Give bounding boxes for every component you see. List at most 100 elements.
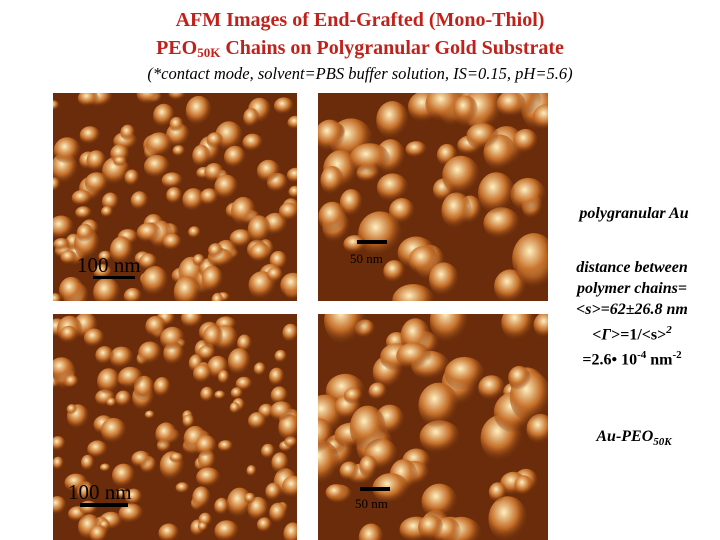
afm-grain [185, 95, 212, 126]
afm-grain [80, 454, 95, 471]
afm-grain [117, 366, 144, 389]
scale-bar-top-left [93, 276, 135, 279]
afm-grain [136, 222, 162, 243]
afm-grain [155, 422, 177, 447]
subtitle: (*contact mode, solvent=PBS buffer solut… [147, 64, 573, 83]
afm-grain [349, 143, 391, 174]
afm-grain [512, 233, 548, 285]
afm-grain [278, 202, 297, 221]
afm-grain [483, 207, 520, 240]
afm-grain [182, 188, 205, 212]
afm-grain [286, 167, 297, 184]
afm-grain [268, 367, 285, 387]
afm-grain [115, 390, 132, 408]
afm-grain [203, 325, 224, 350]
afm-grain [87, 440, 108, 459]
scale-bar-bottom-left [80, 503, 128, 507]
afm-grain [98, 250, 112, 263]
afm-grain [95, 346, 115, 365]
afm-grain [84, 172, 109, 195]
afm-grain [71, 189, 93, 207]
afm-grain [466, 123, 499, 150]
scale-bar-top-right [357, 240, 387, 244]
afm-grain [217, 370, 230, 385]
afm-grain [139, 253, 158, 271]
afm-grain [162, 233, 182, 251]
afm-grain [349, 405, 386, 451]
afm-image-bottom-left [53, 314, 297, 540]
afm-grain [66, 404, 78, 415]
afm-grain [287, 115, 297, 130]
afm-grain [53, 100, 60, 111]
afm-grain [444, 356, 485, 391]
afm-grain [273, 97, 295, 115]
afm-grain [227, 348, 251, 376]
afm-grain [428, 262, 459, 297]
afm-grain [280, 272, 297, 299]
afm-grain [97, 368, 121, 395]
afm-grain [418, 514, 444, 540]
afm-grain [214, 174, 239, 200]
afm-grain [383, 260, 406, 283]
afm-grain [318, 418, 334, 453]
afm-image-top-left [53, 93, 297, 301]
afm-grain [494, 269, 527, 301]
afm-grain [166, 187, 183, 205]
afm-grain [256, 517, 273, 533]
afm-grain [324, 314, 366, 345]
scale-label-top-left: 100 nm [77, 253, 141, 277]
afm-grain [64, 375, 79, 388]
afm-image-bottom-right [318, 314, 548, 540]
afm-grain [143, 154, 171, 179]
afm-grain [271, 452, 289, 474]
afm-grain [339, 461, 360, 481]
afm-grain [253, 362, 266, 376]
afm-grain [261, 443, 276, 459]
afm-grain [192, 144, 211, 168]
afm-grain [408, 246, 439, 275]
afm-grain [53, 137, 81, 164]
afm-grain [501, 314, 535, 341]
afm-grain [243, 108, 260, 128]
afm-grain [229, 402, 241, 414]
afm-grain [265, 482, 282, 502]
afm-grain [112, 463, 136, 488]
afm-grain [53, 215, 74, 240]
afm-grain [169, 116, 184, 133]
distance-line-2: polymer chains= [576, 280, 687, 297]
afm-grain [246, 465, 257, 477]
afm-grain [478, 375, 506, 401]
afm-grain [188, 226, 201, 239]
afm-grain [442, 155, 480, 196]
afm-grain [60, 325, 78, 343]
afm-grain [376, 173, 409, 203]
afm-grain [429, 314, 469, 344]
afm-grain [60, 250, 77, 265]
afm-grain [53, 177, 61, 192]
afm-grain [99, 463, 111, 472]
afm-grain [124, 169, 140, 187]
afm-grain [79, 126, 101, 145]
afm-grain [325, 484, 347, 502]
afm-grain [376, 101, 409, 140]
afm-grain [77, 93, 99, 107]
afm-image-top-right [318, 93, 548, 301]
afm-grain [196, 467, 221, 488]
afm-grain [358, 211, 403, 257]
afm-grain [120, 124, 136, 141]
afm-grain [510, 177, 547, 212]
afm-grain [282, 475, 297, 499]
afm-grain [343, 387, 363, 405]
afm-grain [76, 223, 94, 243]
gamma-symbol: Γ [601, 326, 612, 344]
afm-grain [53, 357, 75, 381]
afm-grain [161, 172, 183, 189]
afm-grain [392, 284, 435, 301]
afm-grain [247, 215, 271, 244]
afm-grain [53, 293, 62, 301]
afm-grain [83, 328, 105, 348]
afm-grain [138, 341, 162, 365]
scale-label-bottom-right: 50 nm [355, 496, 388, 511]
afm-grain [419, 420, 461, 454]
afm-grain [53, 238, 71, 251]
